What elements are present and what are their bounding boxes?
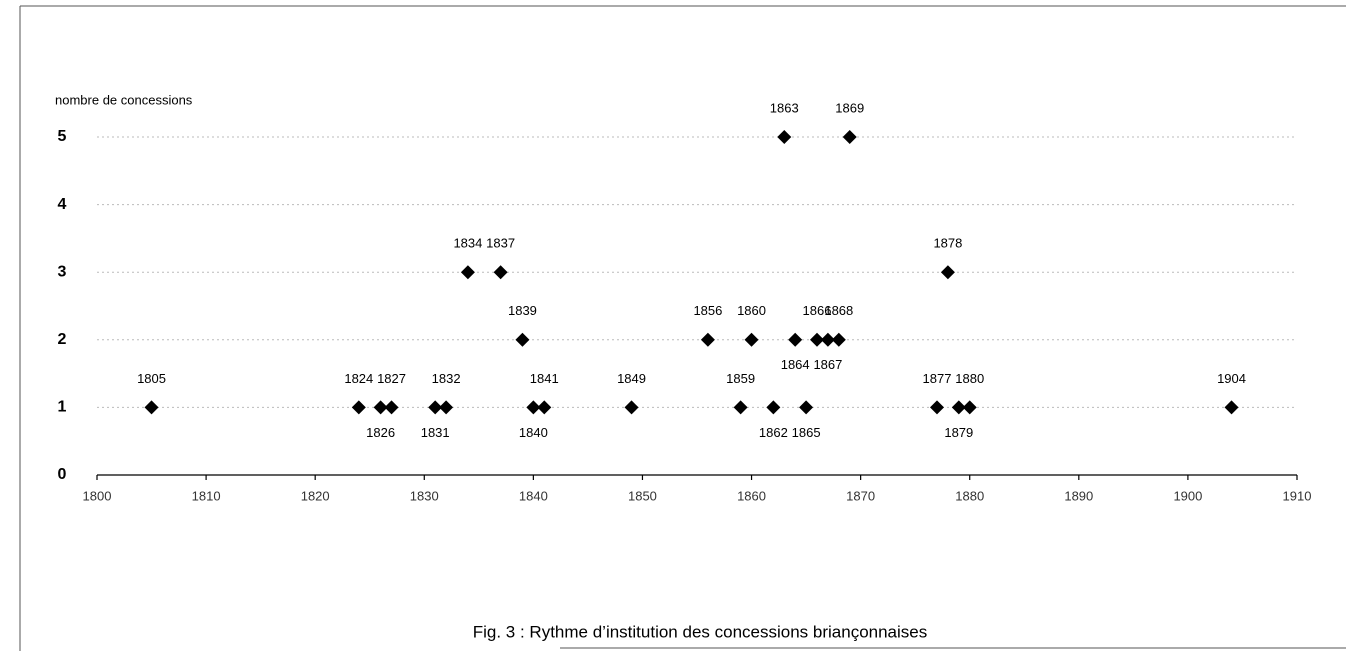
point-label: 1805	[137, 371, 166, 386]
x-tick-label: 1880	[955, 488, 984, 503]
x-tick-label: 1840	[519, 488, 548, 503]
point	[810, 332, 824, 347]
point-label: 1839	[508, 303, 537, 318]
x-tick-label: 1890	[1064, 488, 1093, 503]
point-label: 1869	[835, 100, 864, 115]
point	[351, 400, 366, 415]
point-label: 1877	[923, 371, 952, 386]
point	[700, 332, 715, 347]
x-tick-label: 1810	[192, 488, 221, 503]
point-label: 1859	[726, 371, 755, 386]
point	[384, 400, 399, 415]
point	[842, 130, 857, 144]
point-label: 1904	[1217, 371, 1246, 386]
point-label: 1832	[432, 371, 461, 386]
frame	[19, 5, 1346, 651]
point-label: 1849	[617, 371, 646, 386]
x-tick-label: 1910	[1283, 488, 1312, 503]
point-label: 1867	[813, 357, 842, 372]
y-tick-label: 1	[58, 399, 67, 416]
point-label: 1856	[693, 303, 722, 318]
point	[940, 265, 955, 280]
x-tick-label: 1900	[1173, 488, 1202, 503]
point	[373, 400, 388, 415]
point-label: 1868	[824, 303, 853, 318]
point-label: 1831	[421, 425, 450, 440]
point-label: 1863	[770, 100, 799, 115]
chart-title: Fig. 3 : Rythme d’institution des conces…	[473, 622, 928, 641]
point	[766, 400, 781, 415]
y-tick-label: 3	[58, 263, 67, 280]
point	[515, 332, 530, 347]
point-label: 1860	[737, 303, 766, 318]
point-label: 1865	[792, 425, 821, 440]
point	[788, 332, 803, 347]
y-tick-label: 4	[58, 196, 67, 213]
point	[777, 130, 792, 144]
y-tick-label: 0	[58, 466, 67, 483]
point-label: 1834	[453, 236, 482, 251]
point-label: 1880	[955, 371, 984, 386]
y-axis-label: nombre de concessions	[55, 92, 193, 107]
point	[744, 332, 759, 347]
point-label: 1866	[803, 303, 832, 318]
point	[439, 400, 454, 415]
point-label: 1841	[530, 371, 559, 386]
y-tick-label: 2	[58, 331, 67, 348]
point	[831, 332, 846, 347]
point	[930, 400, 944, 415]
point-label: 1864	[781, 357, 810, 372]
x-tick-label: 1830	[410, 488, 439, 503]
point-label: 1826	[366, 425, 395, 440]
x-tick-label: 1820	[301, 488, 330, 503]
point	[537, 400, 552, 415]
x-tick-label: 1800	[83, 488, 112, 503]
point	[460, 265, 475, 280]
point-label: 1840	[519, 425, 548, 440]
point-label: 1862	[759, 425, 788, 440]
point	[526, 400, 541, 415]
point	[951, 400, 966, 415]
point	[820, 332, 835, 347]
x-tick-label: 1860	[737, 488, 766, 503]
x-tick-label: 1850	[628, 488, 657, 503]
point	[962, 400, 977, 415]
point	[428, 400, 443, 415]
point-label: 1879	[944, 425, 973, 440]
x-tick-label: 1870	[846, 488, 875, 503]
point-label: 1837	[486, 236, 515, 251]
point	[1224, 400, 1239, 415]
point	[799, 400, 814, 415]
point-label: 1878	[933, 236, 962, 251]
point-label: 1827	[377, 371, 406, 386]
point	[493, 265, 508, 280]
point	[624, 400, 639, 415]
y-tick-label: 5	[58, 128, 67, 145]
point-label: 1824	[344, 371, 373, 386]
point	[733, 400, 748, 415]
point	[144, 400, 159, 415]
